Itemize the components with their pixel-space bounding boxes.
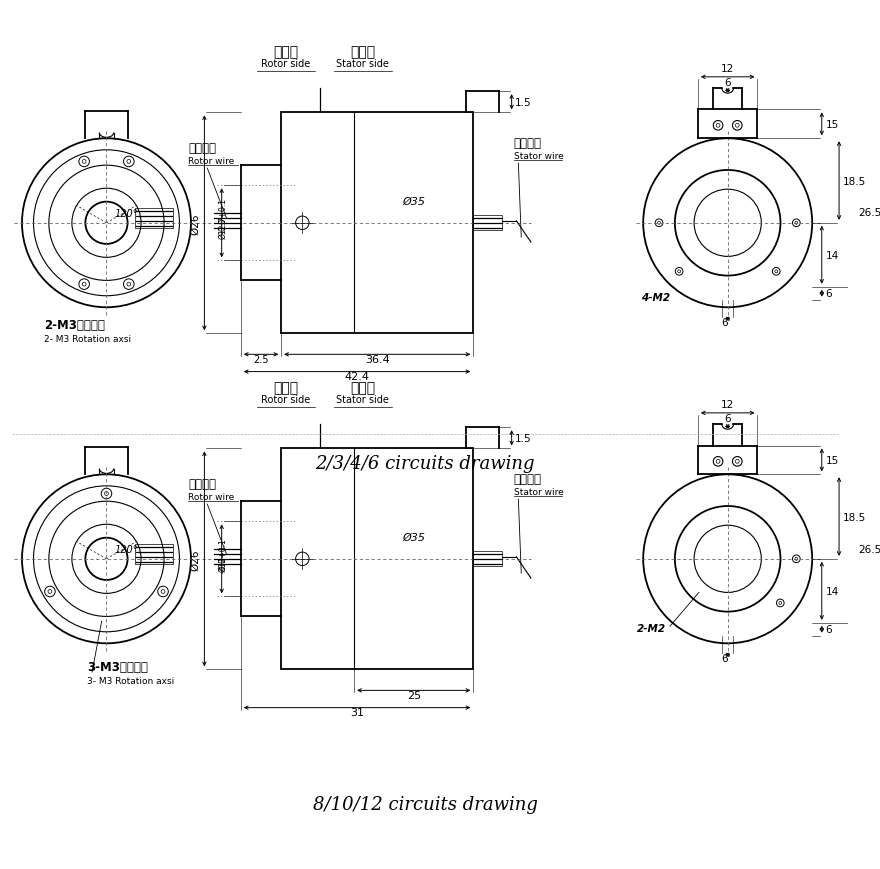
- Text: Rotor side: Rotor side: [261, 395, 311, 405]
- Text: 2-M3固定螺孔: 2-M3固定螺孔: [44, 319, 105, 332]
- Text: 2- M3 Rotation axsi: 2- M3 Rotation axsi: [44, 335, 131, 343]
- Text: 18.5: 18.5: [843, 512, 866, 522]
- Text: 8/10/12 circuits drawing: 8/10/12 circuits drawing: [312, 795, 538, 813]
- Text: Ø12+0.1: Ø12+0.1: [219, 538, 228, 571]
- Text: 14: 14: [825, 586, 839, 596]
- Text: 120°: 120°: [114, 209, 138, 219]
- Bar: [282, 113, 473, 334]
- Text: 120°: 120°: [114, 545, 138, 554]
- Text: 31: 31: [350, 707, 364, 718]
- Text: Ø26: Ø26: [191, 213, 201, 235]
- Text: Stator wire: Stator wire: [514, 152, 563, 162]
- Text: 2.5: 2.5: [253, 355, 268, 365]
- Text: 定子出线: 定子出线: [514, 136, 541, 149]
- Text: 2/3/4/6 circuits drawing: 2/3/4/6 circuits drawing: [316, 454, 535, 472]
- Text: 6: 6: [722, 653, 728, 663]
- Text: Stator side: Stator side: [336, 395, 389, 405]
- Bar: [136, 545, 172, 564]
- Text: 3-M3固定螺孔: 3-M3固定螺孔: [87, 660, 148, 673]
- Text: 14: 14: [825, 250, 839, 261]
- Bar: [282, 449, 473, 669]
- Text: 定子边: 定子边: [350, 44, 376, 59]
- Text: 6: 6: [722, 317, 728, 327]
- Text: 1.5: 1.5: [515, 434, 532, 443]
- Bar: [473, 552, 502, 567]
- Text: 3- M3 Rotation axsi: 3- M3 Rotation axsi: [87, 676, 174, 685]
- Text: 26.5: 26.5: [858, 544, 880, 554]
- Text: 18.5: 18.5: [843, 176, 866, 186]
- Text: Ø12.7+0.1: Ø12.7+0.1: [219, 198, 228, 239]
- Text: Rotor side: Rotor side: [261, 59, 311, 70]
- Text: 转子出线: 转子出线: [188, 477, 216, 490]
- Text: 1.5: 1.5: [515, 97, 532, 108]
- Text: 6: 6: [724, 413, 731, 423]
- Text: 25: 25: [407, 690, 421, 700]
- Text: 42.4: 42.4: [345, 372, 370, 381]
- Text: 定子出线: 定子出线: [514, 473, 541, 486]
- Text: 12: 12: [721, 400, 734, 409]
- Text: 6: 6: [825, 289, 832, 299]
- Text: 转子出线: 转子出线: [188, 142, 216, 155]
- Text: 26.5: 26.5: [858, 209, 880, 218]
- Text: 36.4: 36.4: [365, 355, 390, 365]
- Text: 转子边: 转子边: [274, 381, 298, 395]
- Bar: [473, 216, 502, 231]
- Text: 15: 15: [825, 455, 839, 466]
- Text: 4-M2: 4-M2: [642, 292, 671, 302]
- Text: Stator wire: Stator wire: [514, 488, 563, 497]
- Text: -0.0: -0.0: [219, 558, 228, 580]
- Text: Rotor wire: Rotor wire: [188, 493, 234, 501]
- Text: 转子边: 转子边: [274, 44, 298, 59]
- Text: Stator side: Stator side: [336, 59, 389, 70]
- Text: 定子边: 定子边: [350, 381, 376, 395]
- Text: 2-M2: 2-M2: [636, 623, 665, 634]
- Text: 15: 15: [825, 120, 839, 129]
- Bar: [136, 209, 172, 229]
- Text: 6: 6: [724, 77, 731, 88]
- Text: Ø35: Ø35: [402, 532, 425, 542]
- Text: -0.0: -0.0: [219, 219, 228, 248]
- Text: Ø26: Ø26: [191, 548, 201, 570]
- Text: 6: 6: [825, 625, 832, 634]
- Text: 12: 12: [721, 64, 734, 74]
- Text: Ø35: Ø35: [402, 196, 425, 206]
- Text: Rotor wire: Rotor wire: [188, 157, 234, 166]
